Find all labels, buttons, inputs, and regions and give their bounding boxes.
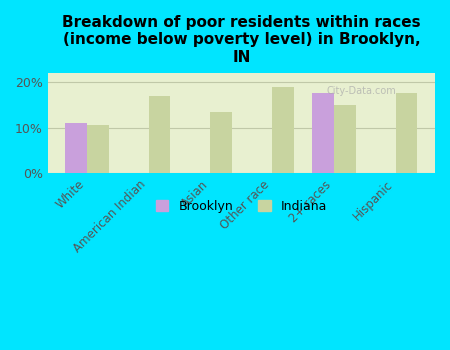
Bar (148, 96, 171, 173)
Title: Breakdown of poor residents within races
(income below poverty level) in Brookly: Breakdown of poor residents within races… (62, 15, 421, 65)
Bar (211, 112, 232, 173)
Bar (396, 93, 418, 173)
Bar (65, 123, 87, 173)
Bar (87, 125, 108, 173)
Text: City-Data.com: City-Data.com (327, 86, 396, 96)
Bar (272, 86, 294, 173)
Legend: Brooklyn, Indiana: Brooklyn, Indiana (149, 194, 333, 219)
Bar (334, 105, 356, 173)
Bar (312, 93, 334, 173)
